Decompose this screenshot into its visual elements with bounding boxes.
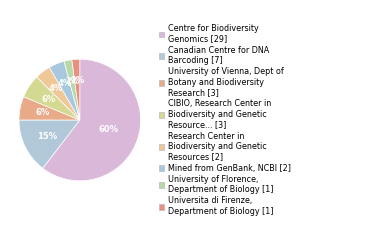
Wedge shape (64, 60, 80, 120)
Wedge shape (43, 59, 141, 181)
Legend: Centre for Biodiversity
Genomics [29], Canadian Centre for DNA
Barcoding [7], Un: Centre for Biodiversity Genomics [29], C… (159, 24, 291, 216)
Wedge shape (24, 77, 80, 120)
Wedge shape (19, 97, 80, 120)
Wedge shape (37, 67, 80, 120)
Text: 15%: 15% (37, 132, 57, 141)
Wedge shape (19, 120, 80, 168)
Text: 60%: 60% (98, 125, 119, 134)
Text: 4%: 4% (57, 79, 72, 88)
Text: 4%: 4% (49, 84, 63, 93)
Text: 6%: 6% (36, 108, 50, 117)
Wedge shape (49, 61, 80, 120)
Text: 2%: 2% (65, 77, 79, 86)
Text: 6%: 6% (41, 95, 55, 103)
Text: 2%: 2% (70, 76, 84, 85)
Wedge shape (72, 59, 80, 120)
